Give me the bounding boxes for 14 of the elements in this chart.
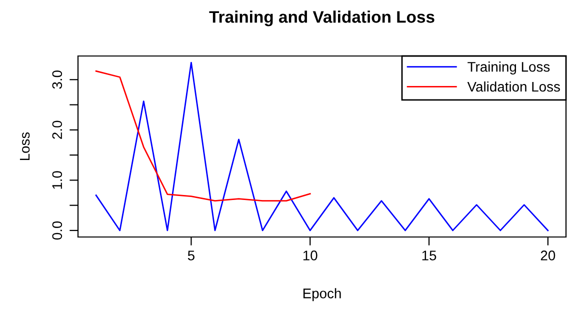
line-series [95, 70, 311, 202]
x-axis-title: Epoch [303, 288, 341, 302]
y-axis-title: Loss [20, 132, 30, 160]
x-tick-label: 20 [540, 250, 556, 260]
legend-label: Training Loss [468, 62, 550, 75]
y-tick-label: 3.0 [52, 70, 62, 89]
x-tick-label: 5 [188, 250, 194, 260]
y-tick-label: 2.0 [52, 120, 62, 139]
y-tick-label: 1.0 [52, 171, 62, 189]
x-tick-label: 10 [303, 250, 318, 260]
legend-label: Validation Loss [467, 81, 560, 92]
chart-title: Training and Validation Loss [209, 10, 434, 26]
y-tick-label: 0.0 [52, 221, 62, 240]
x-tick-label: 15 [422, 250, 436, 260]
